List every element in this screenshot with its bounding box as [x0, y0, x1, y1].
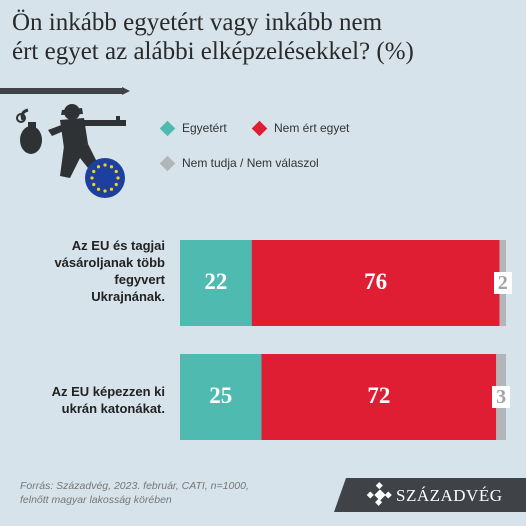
category-label: Az EU képezzen ki ukrán katonákat. [51, 384, 165, 416]
eu-star-icon [109, 165, 114, 169]
eu-star-icon [92, 182, 96, 187]
eu-star-icon [92, 169, 96, 174]
soldier-with-grenade-and-eu-flag-icon [16, 104, 126, 198]
eu-star-icon [103, 189, 107, 193]
legend-item-disagree: Nem ért egyet [251, 120, 350, 136]
brand-name: SZÁZADVÉG [396, 486, 503, 505]
bar-value-label: 22 [204, 269, 228, 294]
eu-star-icon [116, 176, 120, 180]
bar-value-label: 72 [367, 383, 391, 408]
eu-star-icon [103, 163, 107, 167]
eu-star-icon [96, 165, 101, 169]
bar-segment [180, 240, 252, 326]
header-divider [0, 87, 130, 95]
eu-flag-icon [85, 158, 125, 198]
legend-item-no-answer: Nem tudja / Nem válaszol [159, 155, 319, 171]
bar-segment [251, 240, 500, 326]
eu-star-icon [90, 176, 94, 180]
bar-value-label: 25 [209, 383, 233, 408]
eu-star-icon [114, 169, 118, 174]
category-label: Az EU és tagjai vásároljanak több fegyve… [54, 238, 165, 304]
chart-title: Ön inkább egyetért vagy inkább nem ért e… [12, 9, 414, 65]
eu-star-icon [109, 187, 114, 191]
grenade-icon [16, 108, 42, 154]
bar-segment [180, 354, 262, 440]
legend-item-agree: Egyetért [159, 120, 227, 136]
eu-star-icon [96, 187, 101, 191]
brand-logo: SZÁZADVÉG [334, 478, 526, 512]
eu-star-icon [114, 182, 118, 187]
source-note: Forrás: Századvég, 2023. február, CATI, … [20, 480, 249, 506]
bar-value-label: 3 [492, 386, 511, 408]
legend-label-disagree: Nem ért egyet [274, 121, 350, 135]
bar-value-label: 2 [493, 272, 512, 294]
brand-banner [334, 478, 526, 512]
legend-label-no-answer: Nem tudja / Nem válaszol [182, 156, 319, 170]
bar-segment [261, 354, 497, 440]
bar-value-label: 76 [364, 269, 388, 294]
legend-label-agree: Egyetért [182, 121, 227, 135]
